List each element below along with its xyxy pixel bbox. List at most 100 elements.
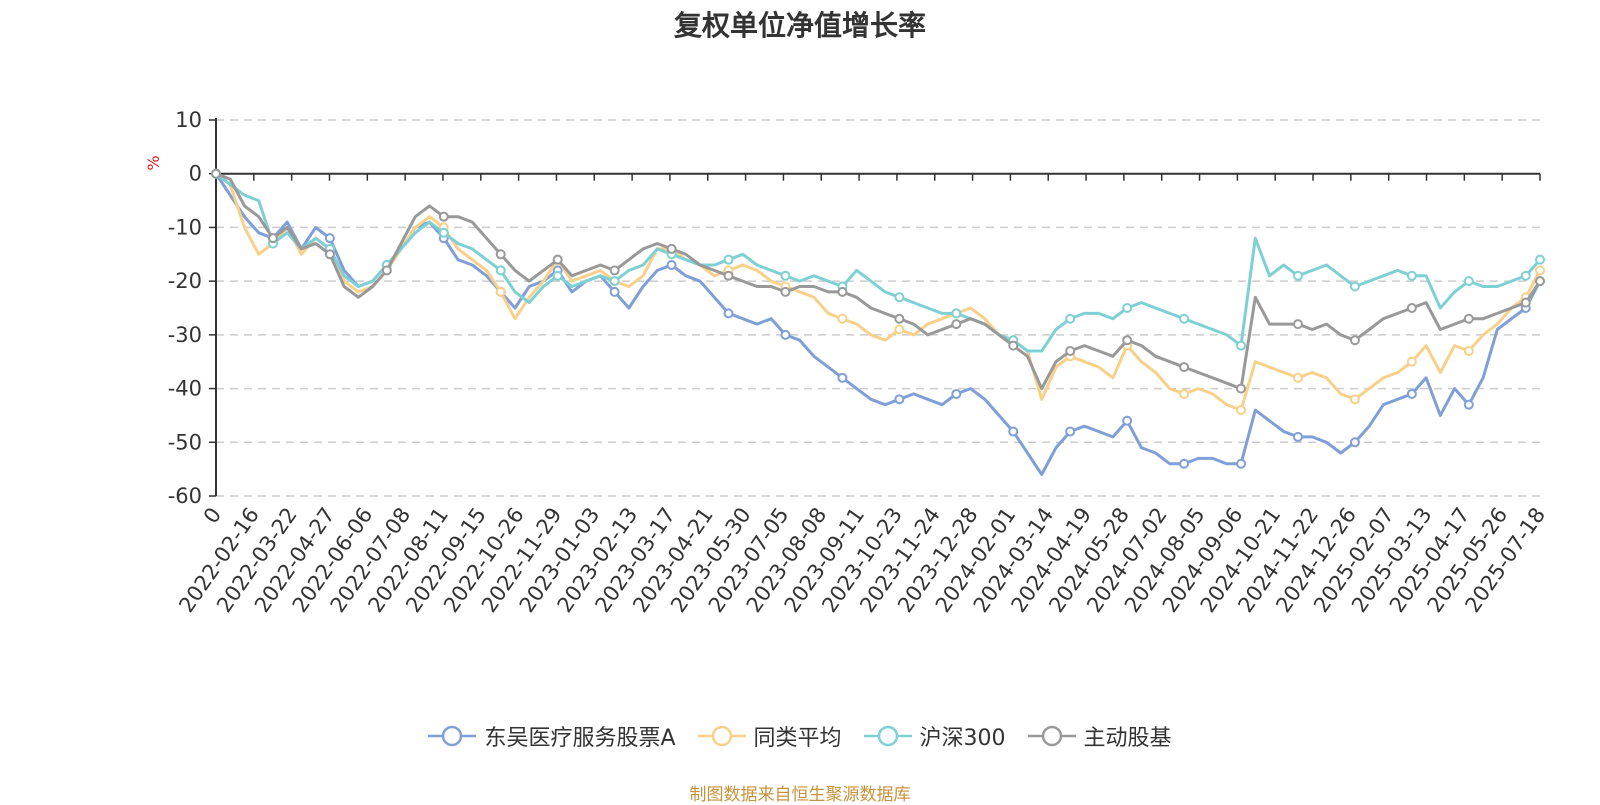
data-point bbox=[894, 324, 905, 335]
data-point bbox=[1535, 276, 1545, 287]
data-point bbox=[1406, 356, 1417, 367]
y-tick-label: 0 bbox=[189, 162, 202, 186]
legend-marker-icon bbox=[863, 725, 912, 747]
data-point bbox=[438, 227, 449, 238]
y-tick-label: -20 bbox=[168, 269, 202, 293]
chart-legend: 东吴医疗服务股票A 同类平均 沪深300 主动股基 bbox=[0, 720, 1600, 752]
data-point bbox=[951, 308, 962, 319]
data-point bbox=[1236, 383, 1247, 394]
data-point bbox=[324, 249, 335, 260]
data-point bbox=[495, 265, 506, 276]
data-point bbox=[837, 372, 848, 383]
data-point bbox=[1179, 388, 1190, 399]
legend-marker-icon bbox=[428, 725, 477, 747]
data-point bbox=[267, 233, 278, 244]
data-point bbox=[1065, 345, 1076, 356]
y-tick-label: -50 bbox=[168, 430, 202, 454]
data-point bbox=[1065, 313, 1076, 324]
y-tick-label: -60 bbox=[168, 484, 202, 508]
data-source-note: 制图数据来自恒生聚源数据库 bbox=[689, 785, 911, 805]
data-point bbox=[1463, 345, 1474, 356]
data-point bbox=[894, 313, 905, 324]
data-point bbox=[1406, 303, 1417, 313]
data-point bbox=[552, 254, 563, 265]
data-point bbox=[894, 292, 905, 303]
series-line-0 bbox=[214, 172, 1542, 476]
data-point bbox=[723, 270, 734, 281]
data-point bbox=[1535, 265, 1545, 276]
data-point bbox=[666, 243, 677, 254]
data-point bbox=[1406, 270, 1417, 281]
y-tick-label: -30 bbox=[168, 323, 202, 347]
y-tick-label: 10 bbox=[175, 108, 202, 132]
data-point bbox=[1122, 415, 1133, 426]
series-line-1 bbox=[215, 172, 1542, 412]
data-point bbox=[1463, 313, 1474, 324]
data-point bbox=[894, 394, 905, 405]
data-point bbox=[1236, 458, 1247, 469]
data-point bbox=[1535, 254, 1545, 265]
data-point bbox=[1122, 303, 1133, 313]
data-point bbox=[609, 286, 620, 297]
data-point bbox=[1065, 426, 1076, 437]
data-point bbox=[1463, 276, 1474, 287]
data-point bbox=[324, 233, 335, 244]
data-point bbox=[1179, 313, 1190, 324]
data-point bbox=[1179, 458, 1190, 469]
data-point bbox=[211, 168, 221, 179]
data-point bbox=[1292, 319, 1303, 330]
data-point bbox=[1463, 399, 1474, 410]
data-point bbox=[1122, 335, 1133, 346]
data-point bbox=[1292, 431, 1303, 442]
data-point bbox=[495, 249, 506, 260]
legend-item[interactable]: 东吴医疗服务股票A bbox=[428, 720, 676, 752]
series-line-3 bbox=[215, 172, 1542, 391]
data-point bbox=[780, 270, 791, 281]
data-point bbox=[666, 260, 677, 271]
legend-marker-icon bbox=[697, 725, 746, 747]
data-point bbox=[1236, 405, 1247, 416]
legend-item[interactable]: 同类平均 bbox=[697, 720, 842, 752]
series-line-2 bbox=[215, 172, 1542, 353]
data-point bbox=[951, 388, 962, 399]
data-point bbox=[1520, 297, 1531, 308]
legend-item[interactable]: 沪深300 bbox=[863, 720, 1006, 752]
y-tick-label: -40 bbox=[168, 377, 202, 401]
data-point bbox=[837, 286, 848, 297]
legend-marker-icon bbox=[1027, 725, 1076, 747]
data-point bbox=[1179, 362, 1190, 373]
data-point bbox=[1349, 437, 1360, 448]
x-tick-label: 0 bbox=[199, 503, 226, 528]
data-point bbox=[1292, 270, 1303, 281]
data-point bbox=[438, 211, 449, 222]
data-point bbox=[1406, 388, 1417, 399]
data-point bbox=[552, 270, 563, 281]
data-point bbox=[1236, 340, 1247, 351]
data-point bbox=[1008, 340, 1019, 351]
data-point bbox=[495, 286, 506, 297]
chart-title: 复权单位净值增长率 bbox=[673, 9, 926, 42]
data-point bbox=[1520, 270, 1531, 281]
data-point bbox=[1349, 394, 1360, 405]
data-point bbox=[723, 308, 734, 319]
legend-item[interactable]: 主动股基 bbox=[1027, 720, 1172, 752]
data-point bbox=[1292, 372, 1303, 383]
data-point bbox=[780, 286, 791, 297]
data-point bbox=[1349, 281, 1360, 292]
data-point bbox=[951, 319, 962, 330]
data-point bbox=[780, 329, 791, 340]
legend-label: 同类平均 bbox=[753, 726, 842, 751]
data-point bbox=[837, 313, 848, 324]
data-point bbox=[609, 265, 620, 276]
y-axis-unit: % bbox=[144, 155, 163, 170]
data-point bbox=[609, 276, 620, 287]
data-point bbox=[723, 254, 734, 265]
data-point bbox=[381, 265, 392, 276]
legend-label: 东吴医疗服务股票A bbox=[484, 726, 676, 751]
legend-label: 沪深300 bbox=[919, 726, 1006, 751]
data-point bbox=[1008, 426, 1019, 437]
legend-label: 主动股基 bbox=[1083, 726, 1172, 751]
y-tick-label: -10 bbox=[168, 215, 202, 239]
data-point bbox=[1349, 335, 1360, 346]
